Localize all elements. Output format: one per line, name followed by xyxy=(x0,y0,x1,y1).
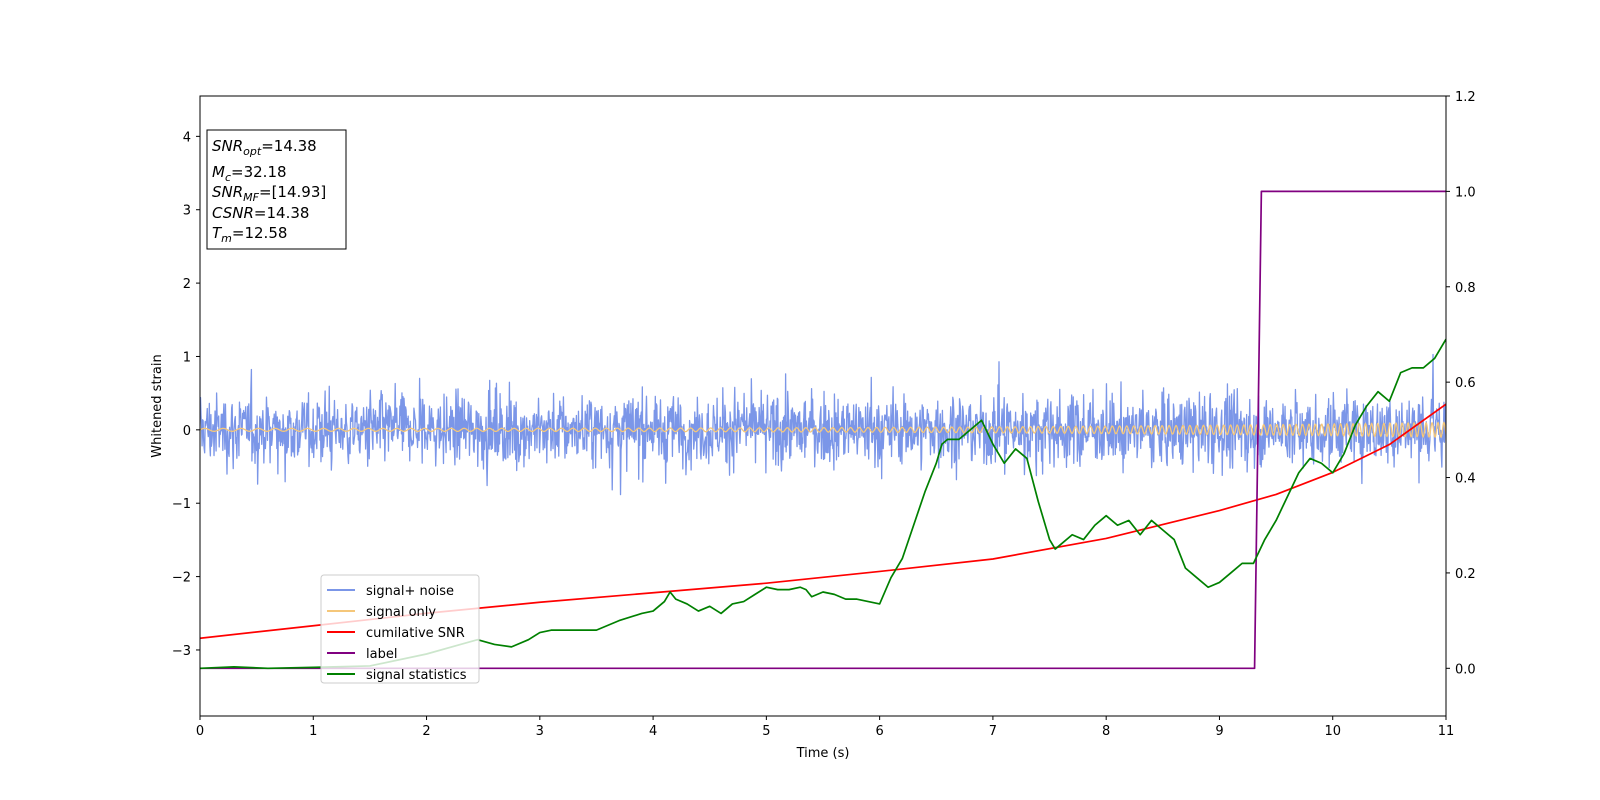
y-tick-label: 4 xyxy=(183,130,191,145)
info-line: CSNR=14.38 xyxy=(212,204,309,222)
series-signal-only xyxy=(200,421,1446,439)
info-symbol: T xyxy=(212,224,223,242)
legend-entry: signal+ noise xyxy=(366,584,454,599)
info-subscript: opt xyxy=(243,145,262,158)
y2-tick-label: 0.4 xyxy=(1455,472,1476,487)
legend-frame xyxy=(320,574,480,684)
legend-entry: signal statistics xyxy=(366,668,467,683)
y2-tick-label: 0.0 xyxy=(1455,662,1476,677)
x-tick-label: 0 xyxy=(196,724,204,739)
x-tick-label: 7 xyxy=(989,724,997,739)
y2-tick-label: 1.2 xyxy=(1455,90,1476,105)
x-tick-label: 1 xyxy=(309,724,317,739)
y2-tick-label: 0.2 xyxy=(1455,567,1476,582)
info-box: SNRopt=14.38Mc=32.18SNRMF=[14.93]CSNR=14… xyxy=(206,129,347,250)
info-symbol: M xyxy=(212,163,225,181)
legend-entry: label xyxy=(366,647,397,662)
plot-frame xyxy=(199,95,1447,717)
x-tick-label: 11 xyxy=(1438,724,1455,739)
legend: signal+ noise signal only cumilative SNR la… xyxy=(320,574,480,684)
x-tick-label: 6 xyxy=(875,724,883,739)
x-tick-label: 4 xyxy=(649,724,657,739)
x-tick-label: 2 xyxy=(422,724,430,739)
series-signal-statistics xyxy=(200,338,1446,670)
y-tick-label: 1 xyxy=(183,350,191,365)
y-tick-label: −1 xyxy=(172,497,191,512)
info-value: =[14.93] xyxy=(259,183,326,201)
y2-tick-label: 1.0 xyxy=(1455,185,1476,200)
info-line: Tm=12.58 xyxy=(212,224,287,245)
y-tick-label: 0 xyxy=(183,424,191,439)
info-value: =14.38 xyxy=(261,137,317,155)
info-box-frame xyxy=(206,129,347,250)
info-symbol: SNR xyxy=(212,137,243,155)
x-tick-label: 5 xyxy=(762,724,770,739)
x-tick-label: 3 xyxy=(536,724,544,739)
series-label xyxy=(200,190,1446,670)
info-line: SNRMF=[14.93] xyxy=(212,183,326,204)
x-tick-label: 10 xyxy=(1324,724,1341,739)
info-subscript: c xyxy=(225,171,231,184)
y-tick-label: −2 xyxy=(172,571,191,586)
info-line: SNRopt=14.38 xyxy=(212,137,317,158)
legend-entry: signal only xyxy=(366,605,436,620)
info-symbol: CSNR xyxy=(212,204,254,222)
x-tick-label: 9 xyxy=(1215,724,1223,739)
info-symbol: SNR xyxy=(212,183,243,201)
info-line: Mc=32.18 xyxy=(212,163,287,184)
y-tick-label: 3 xyxy=(183,204,191,219)
y-axis-label: Whitened strain xyxy=(150,354,165,457)
x-tick-label: 8 xyxy=(1102,724,1110,739)
info-value: =14.38 xyxy=(254,204,310,222)
y2-tick-label: 0.6 xyxy=(1455,376,1476,391)
y-tick-label: −3 xyxy=(172,644,191,659)
info-subscript: m xyxy=(221,232,232,245)
y2-tick-label: 0.8 xyxy=(1455,281,1476,296)
info-value: =32.18 xyxy=(231,163,287,181)
legend-entry: cumilative SNR xyxy=(366,626,465,641)
x-axis-label: Time (s) xyxy=(796,746,850,761)
info-value: =12.58 xyxy=(232,224,288,242)
y-tick-label: 2 xyxy=(183,277,191,292)
info-subscript: MF xyxy=(243,191,259,204)
series-signal-noise xyxy=(200,353,1446,496)
